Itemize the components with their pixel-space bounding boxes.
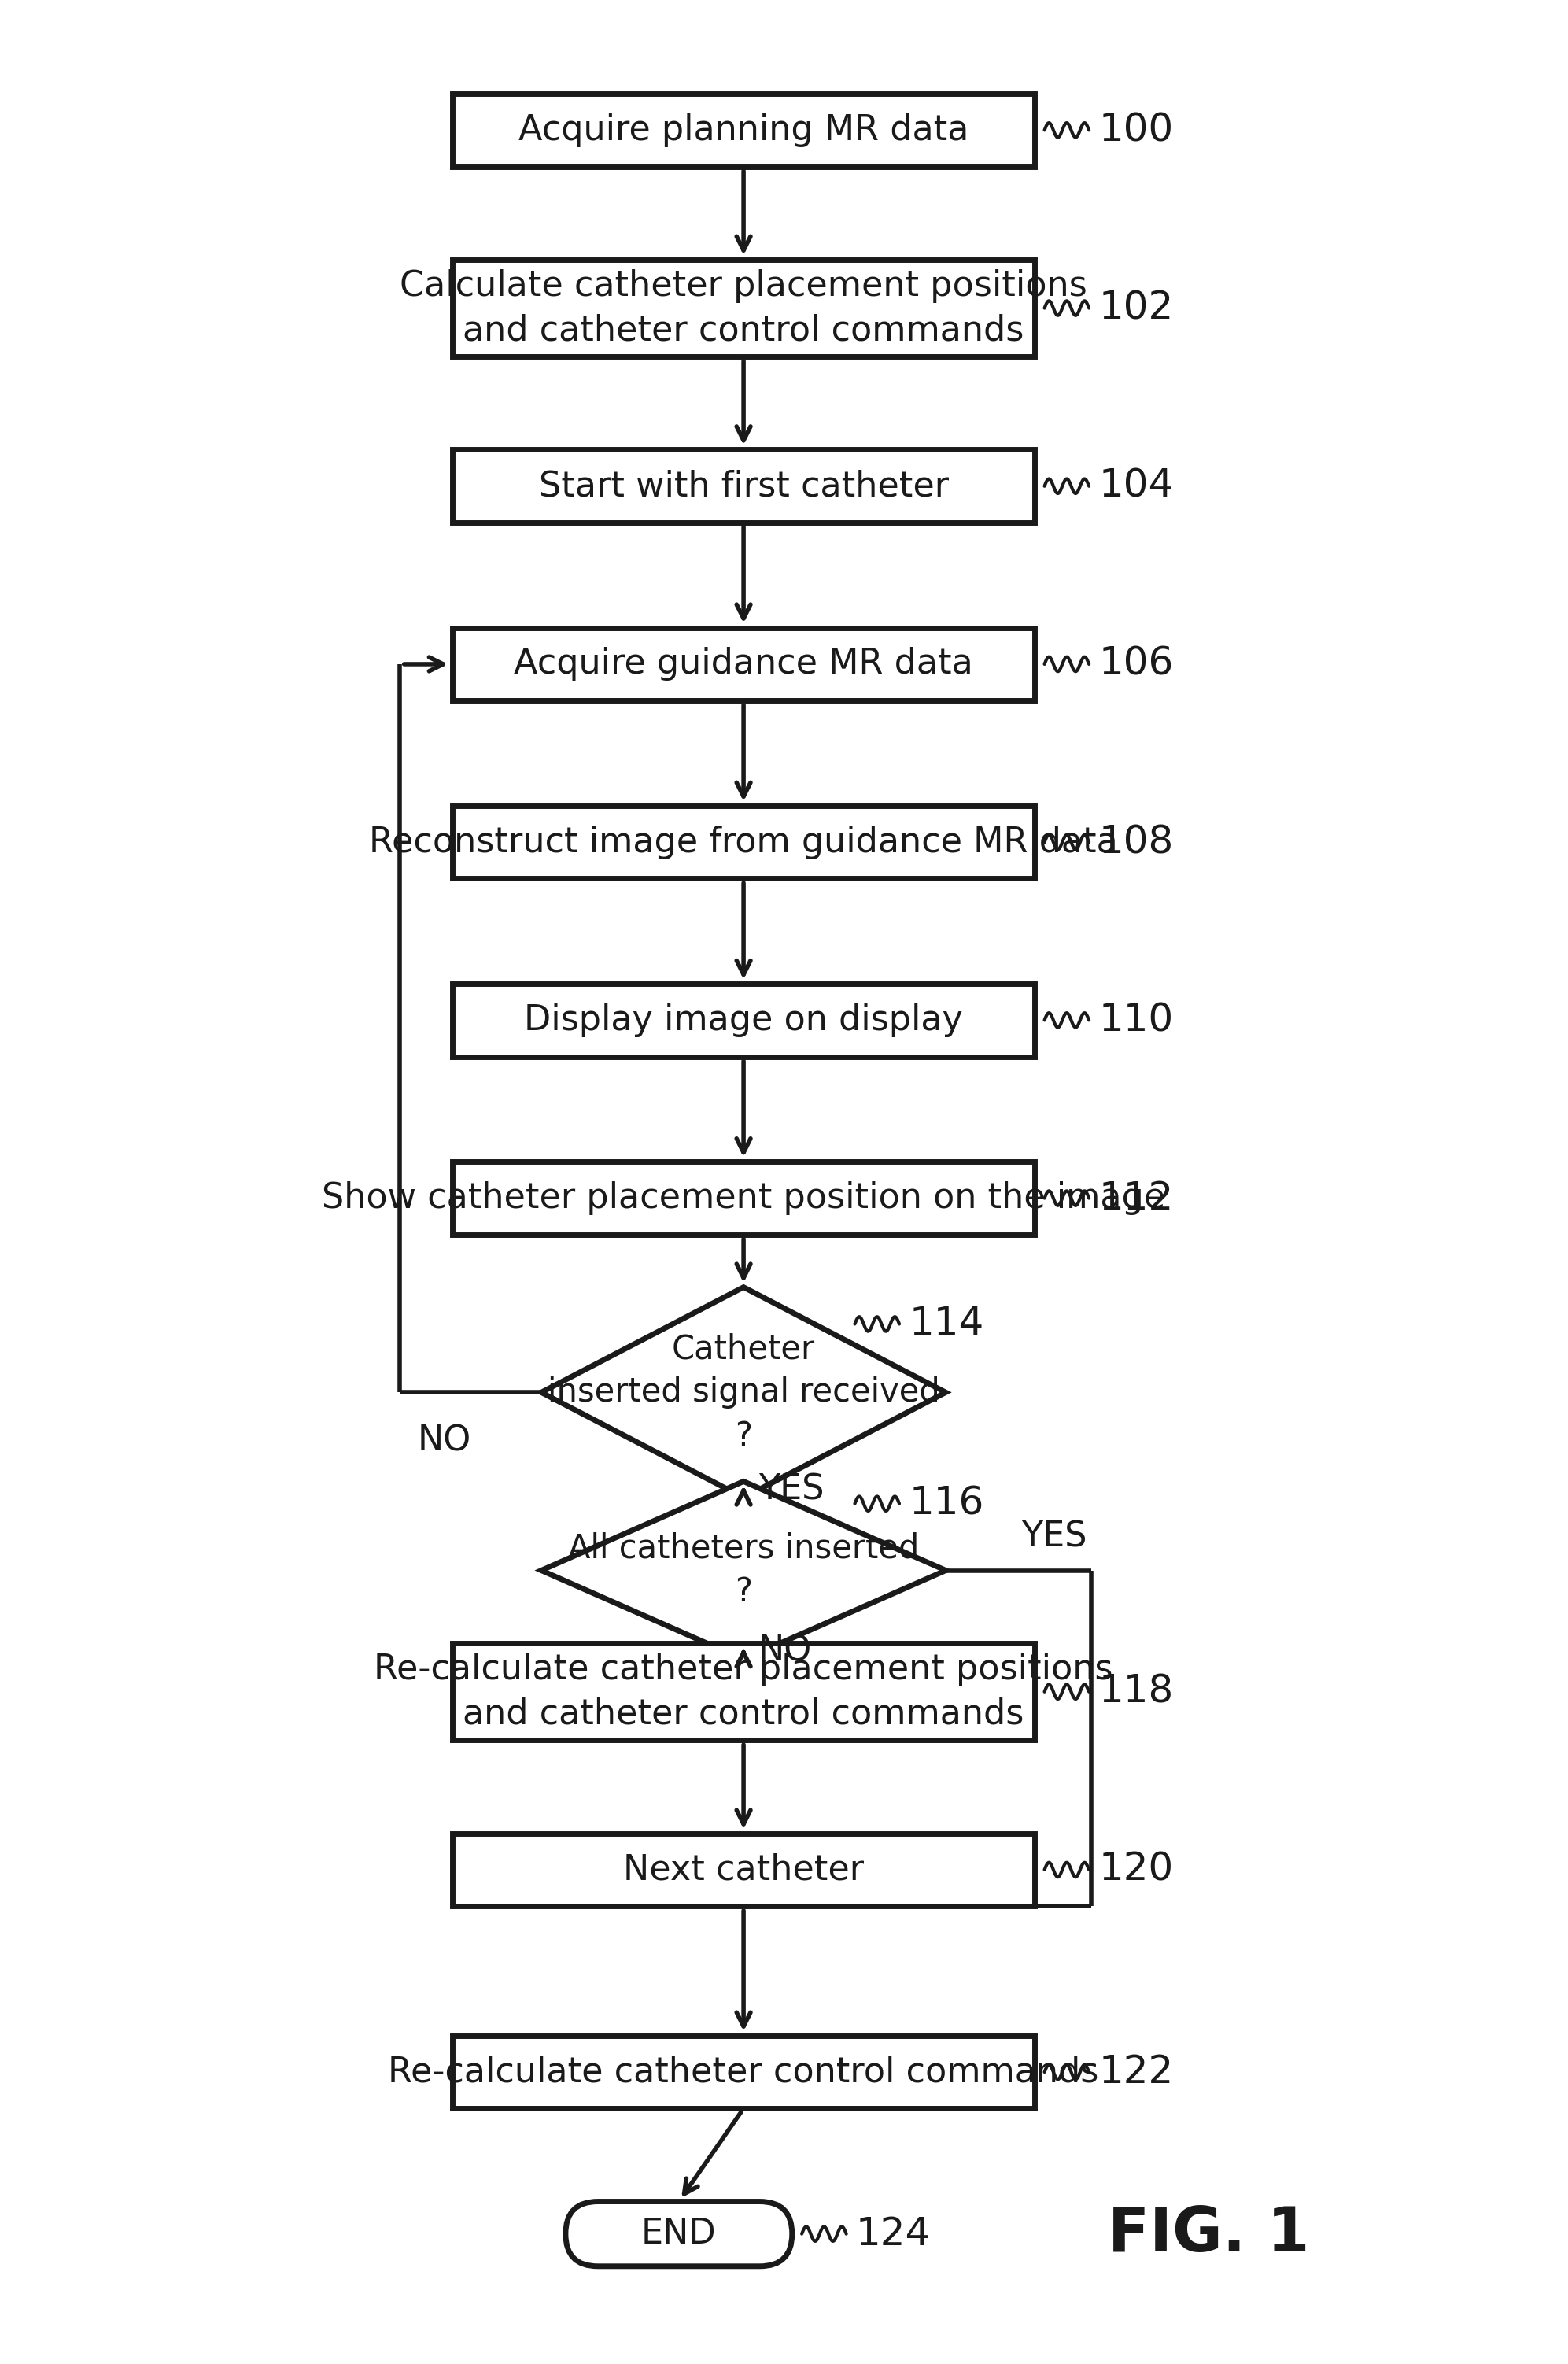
Text: Re-calculate catheter control commands: Re-calculate catheter control commands xyxy=(389,2054,1099,2090)
FancyBboxPatch shape xyxy=(452,983,1035,1057)
Text: Display image on display: Display image on display xyxy=(524,1002,963,1038)
FancyBboxPatch shape xyxy=(452,1643,1035,1740)
FancyBboxPatch shape xyxy=(566,2201,792,2267)
FancyBboxPatch shape xyxy=(452,1161,1035,1234)
Text: Next catheter: Next catheter xyxy=(622,1853,864,1886)
Text: Acquire guidance MR data: Acquire guidance MR data xyxy=(514,648,974,681)
Text: Reconstruct image from guidance MR data: Reconstruct image from guidance MR data xyxy=(368,825,1118,858)
FancyBboxPatch shape xyxy=(452,449,1035,522)
Text: NO: NO xyxy=(417,1423,470,1459)
Text: 114: 114 xyxy=(909,1305,983,1343)
Text: 110: 110 xyxy=(1099,1002,1173,1040)
FancyBboxPatch shape xyxy=(452,95,1035,165)
Text: YES: YES xyxy=(757,1473,823,1506)
Text: 108: 108 xyxy=(1099,823,1173,860)
FancyBboxPatch shape xyxy=(452,806,1035,879)
Polygon shape xyxy=(541,1286,946,1496)
Text: Catheter
inserted signal received
?: Catheter inserted signal received ? xyxy=(547,1333,939,1451)
Text: 104: 104 xyxy=(1099,468,1173,506)
Text: Start with first catheter: Start with first catheter xyxy=(538,468,949,504)
Text: All catheters inserted
?: All catheters inserted ? xyxy=(568,1532,919,1608)
Text: Re-calculate catheter placement positions
and catheter control commands: Re-calculate catheter placement position… xyxy=(375,1652,1113,1730)
Text: 124: 124 xyxy=(856,2215,931,2253)
Text: 118: 118 xyxy=(1099,1674,1173,1712)
Text: 122: 122 xyxy=(1099,2054,1173,2090)
Text: FIG. 1: FIG. 1 xyxy=(1107,2203,1309,2265)
FancyBboxPatch shape xyxy=(452,260,1035,357)
Text: YES: YES xyxy=(1022,1520,1087,1553)
Text: 112: 112 xyxy=(1099,1180,1173,1217)
FancyBboxPatch shape xyxy=(452,2035,1035,2109)
Text: 100: 100 xyxy=(1099,111,1173,149)
Text: Acquire planning MR data: Acquire planning MR data xyxy=(519,113,969,147)
Text: 102: 102 xyxy=(1099,288,1173,326)
Text: Calculate catheter placement positions
and catheter control commands: Calculate catheter placement positions a… xyxy=(400,269,1087,348)
Text: NO: NO xyxy=(757,1634,812,1669)
Polygon shape xyxy=(541,1482,946,1660)
Text: 120: 120 xyxy=(1099,1851,1173,1889)
FancyBboxPatch shape xyxy=(452,629,1035,700)
FancyBboxPatch shape xyxy=(452,1834,1035,1905)
Text: Show catheter placement position on the image: Show catheter placement position on the … xyxy=(321,1182,1165,1215)
Text: 116: 116 xyxy=(909,1485,985,1522)
Text: END: END xyxy=(641,2217,717,2251)
Text: 106: 106 xyxy=(1099,645,1174,683)
